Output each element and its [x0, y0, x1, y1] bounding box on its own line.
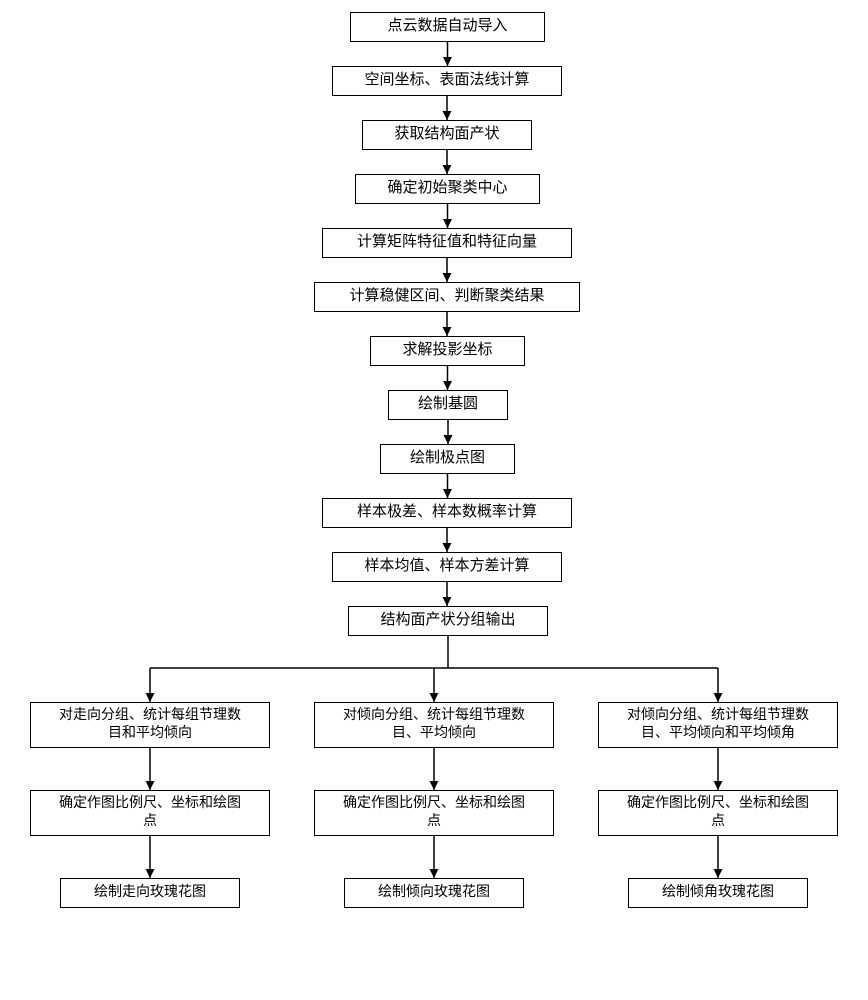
flowchart-node-b3a: 对倾向分组、统计每组节理数目、平均倾向和平均倾角	[598, 702, 838, 748]
flowchart-node-n5: 计算矩阵特征值和特征向量	[322, 228, 572, 258]
flowchart-node-n2: 空间坐标、表面法线计算	[332, 66, 562, 96]
flowchart-node-n4: 确定初始聚类中心	[355, 174, 540, 204]
flowchart-node-b3b: 确定作图比例尺、坐标和绘图点	[598, 790, 838, 836]
flowchart-node-n12: 结构面产状分组输出	[348, 606, 548, 636]
flowchart-node-b1b: 确定作图比例尺、坐标和绘图点	[30, 790, 270, 836]
flowchart-node-n8: 绘制基圆	[388, 390, 508, 420]
flowchart-node-n9: 绘制极点图	[380, 444, 515, 474]
flowchart-node-n1: 点云数据自动导入	[350, 12, 545, 42]
flowchart-node-n6: 计算稳健区间、判断聚类结果	[314, 282, 580, 312]
flowchart-node-b1c: 绘制走向玫瑰花图	[60, 878, 240, 908]
flowchart-node-b3c: 绘制倾角玫瑰花图	[628, 878, 808, 908]
flowchart-node-n3: 获取结构面产状	[362, 120, 532, 150]
flowchart-node-n10: 样本极差、样本数概率计算	[322, 498, 572, 528]
flowchart-node-b2a: 对倾向分组、统计每组节理数目、平均倾向	[314, 702, 554, 748]
flowchart-node-b1a: 对走向分组、统计每组节理数目和平均倾向	[30, 702, 270, 748]
flowchart-node-b2c: 绘制倾向玫瑰花图	[344, 878, 524, 908]
flowchart-node-b2b: 确定作图比例尺、坐标和绘图点	[314, 790, 554, 836]
flowchart-node-n11: 样本均值、样本方差计算	[332, 552, 562, 582]
flowchart-node-n7: 求解投影坐标	[370, 336, 525, 366]
